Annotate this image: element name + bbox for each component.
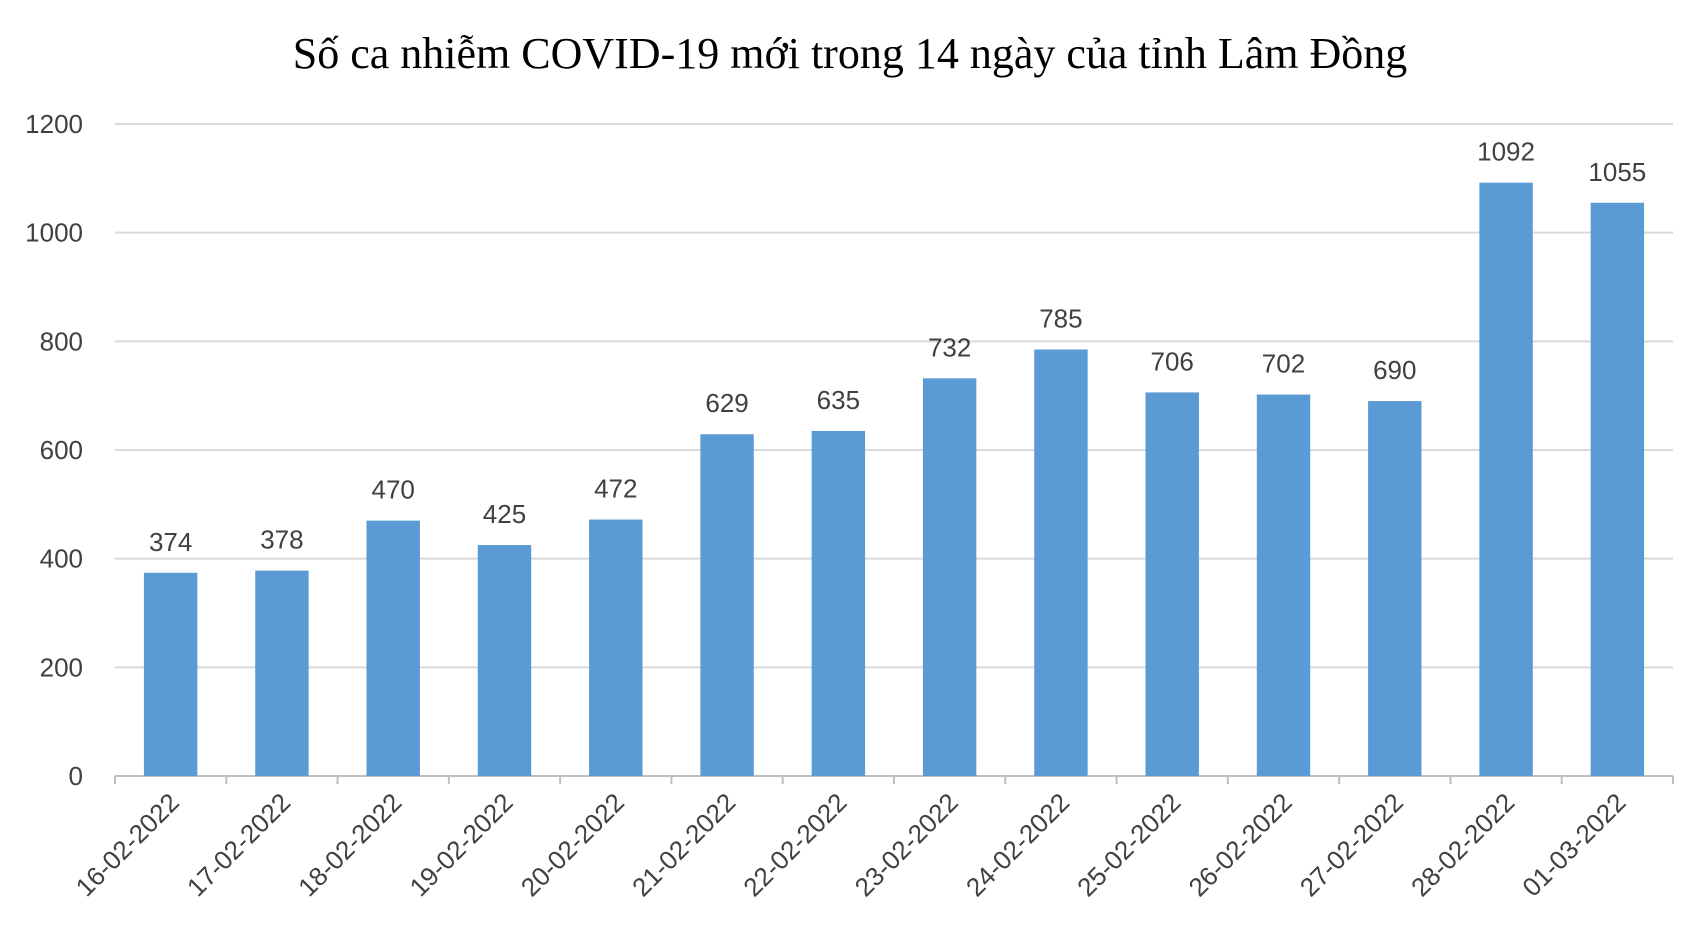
x-tick-label: 24-02-2022 [960,787,1075,902]
data-label: 706 [1151,346,1194,376]
data-label: 472 [594,474,637,504]
x-tick-label: 22-02-2022 [737,787,852,902]
x-tick-label: 27-02-2022 [1294,787,1409,902]
y-tick-label: 0 [69,761,83,791]
x-tick-label: 23-02-2022 [849,787,964,902]
axes [114,775,1674,784]
y-tick-label: 600 [40,435,83,465]
bar [1145,392,1199,776]
x-tick-label: 17-02-2022 [181,787,296,902]
bars [143,182,1645,777]
x-tick-label: 19-02-2022 [403,787,518,902]
data-label: 702 [1262,349,1305,379]
data-label: 425 [483,499,526,529]
x-tick-label: 26-02-2022 [1182,787,1297,902]
gridlines [115,123,1673,669]
data-label: 374 [149,527,192,557]
data-label: 378 [260,525,303,555]
y-tick-label: 200 [40,652,83,682]
bar [1479,182,1533,776]
y-tick-label: 1000 [25,218,83,248]
bar [1034,349,1088,776]
bar [1590,202,1645,777]
bar [366,520,420,776]
bar [255,570,309,776]
bar [143,572,198,776]
bar [589,519,643,776]
x-tick-label: 01-03-2022 [1516,787,1631,902]
x-tick-label: 20-02-2022 [515,787,630,902]
data-label: 1055 [1588,157,1646,187]
x-tick-label: 16-02-2022 [70,787,185,902]
data-label: 1092 [1477,137,1535,167]
y-tick-label: 800 [40,326,83,356]
x-tick-label: 21-02-2022 [626,787,741,902]
chart-title: Số ca nhiễm COVID-19 mới trong 14 ngày c… [293,29,1408,78]
bar [1256,394,1311,776]
x-tick-label: 25-02-2022 [1071,787,1186,902]
data-label: 690 [1373,355,1416,385]
data-labels: 374 378 470 425 472 629 635 732 785 706 702 690 1092… [149,137,1646,557]
data-label: 629 [705,388,748,418]
bar [1368,401,1422,776]
bar [811,430,866,776]
x-tick-label: 28-02-2022 [1405,787,1520,902]
data-label: 635 [817,385,860,415]
x-tick-label: 18-02-2022 [292,787,407,902]
y-tick-label: 1200 [25,109,83,139]
bar [922,378,977,776]
data-label: 732 [928,332,971,362]
bar [700,434,754,776]
data-label: 470 [372,475,415,505]
y-tick-label: 400 [40,544,83,574]
data-label: 785 [1039,303,1082,333]
bar [477,545,532,776]
